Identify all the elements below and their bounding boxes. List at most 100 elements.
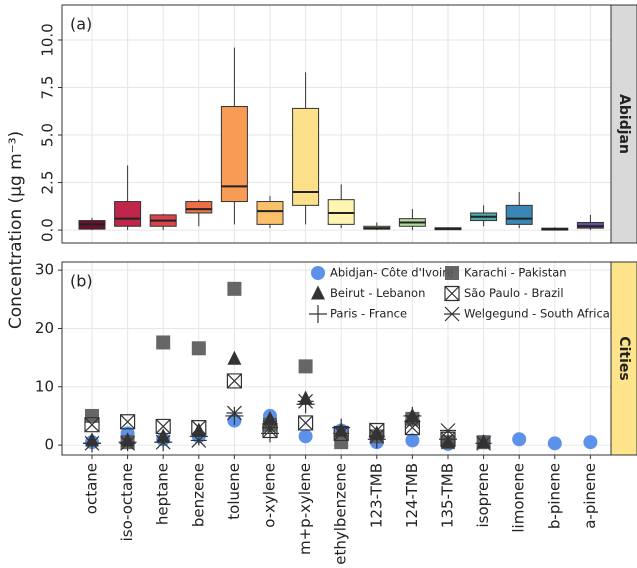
marker: [445, 266, 459, 280]
panel-label: (a): [70, 15, 92, 34]
x-tick-label: benzene: [189, 463, 207, 527]
x-tick-label: isoprene: [474, 463, 492, 527]
marker-shape: [444, 306, 460, 322]
y-axis-label: Concentration (μg m⁻³): [6, 131, 26, 329]
marker: [85, 408, 99, 423]
marker: [334, 435, 349, 450]
marker: [333, 426, 350, 441]
y-tick-label: 30: [35, 261, 54, 279]
x-tick-label: limonene: [510, 463, 528, 533]
marker-shape: [296, 395, 315, 414]
box: [505, 204, 533, 225]
marker-shape: [309, 305, 327, 323]
legend-label: Karachi - Pakistan: [464, 266, 567, 280]
marker: [440, 423, 456, 438]
y-tick-label: 2.5: [39, 171, 57, 195]
marker-shape: [583, 435, 598, 450]
marker-shape: [404, 419, 420, 436]
y-tick-label: 10.0: [39, 23, 57, 56]
y-tick-label: 7.5: [39, 76, 57, 100]
marker-shape: [368, 428, 385, 444]
legend-label: Welgegund - South Africa: [464, 307, 610, 321]
x-tick-label: b-pinene: [545, 463, 563, 529]
marker: [226, 405, 243, 421]
marker: [118, 433, 137, 452]
marker-shape: [226, 373, 242, 389]
marker-shape: [227, 350, 242, 365]
x-tick-label: ethylbenzene: [332, 463, 350, 565]
marker: [475, 435, 492, 451]
marker-shape: [84, 417, 100, 433]
marker-shape: [85, 408, 99, 423]
marker: [298, 359, 313, 374]
marker-shape: [118, 433, 137, 452]
y-tick-label: 20: [35, 319, 54, 337]
marker: [156, 335, 171, 350]
marker: [225, 406, 244, 425]
marker-shape: [156, 335, 171, 350]
marker: [227, 350, 242, 365]
marker: [405, 433, 420, 448]
marker: [368, 428, 385, 444]
strip: [610, 261, 637, 456]
marker: [404, 419, 420, 436]
marker: [191, 341, 206, 356]
marker-shape: [444, 285, 460, 302]
x-tick-label: 123-TMB: [367, 463, 385, 528]
marker-shape: [155, 418, 171, 435]
x-tick-label: toluene: [225, 463, 243, 520]
marker-shape: [512, 432, 527, 447]
marker-shape: [367, 430, 386, 449]
marker: [120, 414, 136, 430]
marker: [444, 306, 460, 322]
marker-shape: [189, 427, 208, 446]
marker-shape: [476, 434, 491, 449]
marker-shape: [298, 415, 314, 431]
x-tick-label: iso-octane: [118, 463, 136, 541]
legend-label: São Paulo - Brazil: [464, 286, 564, 300]
marker: [227, 281, 242, 296]
marker-shape: [190, 432, 207, 448]
marker-shape: [311, 285, 325, 300]
marker-shape: [226, 405, 243, 421]
legend-label: Beirut - Lebanon: [330, 286, 425, 300]
box: [256, 201, 284, 225]
marker-shape: [225, 406, 244, 425]
marker-shape: [298, 359, 313, 374]
marker-shape: [120, 414, 136, 430]
x-tick-label: octane: [83, 463, 101, 514]
legend-label: Abidjan- Côte d'Ivoire: [330, 266, 454, 280]
x-tick-label: 135-TMB: [439, 463, 457, 528]
marker-shape: [84, 435, 100, 451]
panel-label: (b): [70, 272, 93, 291]
marker-shape: [334, 435, 349, 450]
box: [292, 107, 320, 206]
y-tick-label: 5.0: [39, 123, 57, 147]
marker: [547, 436, 562, 451]
marker: [226, 373, 242, 389]
marker-shape: [440, 423, 456, 438]
x-tick-label: o-xylene: [261, 463, 279, 528]
marker: [311, 285, 325, 300]
marker-shape: [405, 433, 420, 448]
marker-shape: [333, 426, 350, 441]
box: [114, 201, 142, 227]
marker: [190, 432, 207, 448]
marker: [444, 285, 460, 302]
y-tick-label: 0: [44, 436, 54, 454]
marker: [297, 393, 314, 409]
marker-shape: [297, 393, 314, 409]
y-tick-label: 10: [35, 377, 54, 395]
marker: [155, 418, 171, 435]
x-tick-label: 124-TMB: [403, 463, 421, 528]
marker-shape: [119, 435, 136, 451]
strip: [610, 4, 637, 244]
marker-shape: [227, 281, 242, 296]
marker-shape: [445, 266, 459, 280]
marker: [404, 414, 421, 430]
x-tick-label: m+p-xylene: [296, 463, 314, 555]
strip-label: Cities: [616, 336, 632, 380]
marker: [262, 420, 278, 436]
marker-shape: [262, 420, 278, 436]
